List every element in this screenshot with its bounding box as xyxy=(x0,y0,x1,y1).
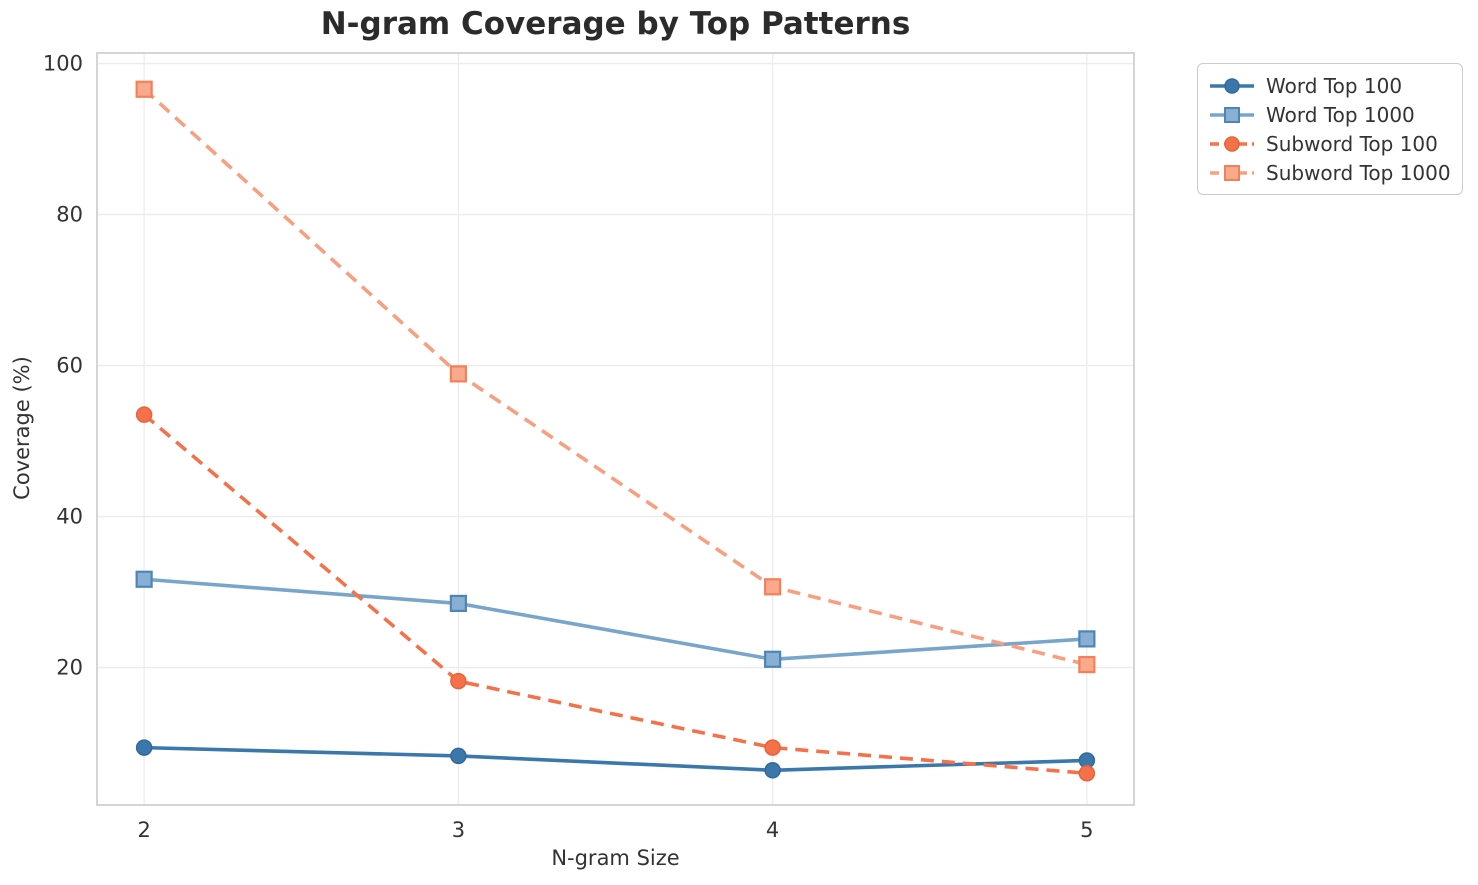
legend-item-subword-top-1000: Subword Top 1000 xyxy=(1208,158,1452,187)
series-subword-top-100 xyxy=(135,406,1096,782)
x-tick-label: 4 xyxy=(766,818,779,842)
data-point-marker xyxy=(135,570,153,588)
y-tick-label: 100 xyxy=(43,52,83,76)
legend-sample-subword-top-1000 xyxy=(1210,164,1254,181)
data-point-marker xyxy=(1078,655,1096,674)
y-tick-label: 40 xyxy=(56,505,83,529)
data-point-marker xyxy=(449,365,467,383)
legend-label: Word Top 100 xyxy=(1266,73,1403,98)
plot-background xyxy=(97,53,1134,805)
data-point-marker xyxy=(135,80,153,98)
chart-title: N-gram Coverage by Top Patterns xyxy=(320,6,911,42)
x-tick-label: 3 xyxy=(452,818,465,842)
series-subword-top-1000 xyxy=(135,80,1096,674)
series-word-top-1000 xyxy=(135,570,1096,668)
data-point-marker xyxy=(1078,630,1096,648)
data-point-marker xyxy=(450,672,467,690)
data-point-marker xyxy=(449,594,467,613)
legend-item-subword-top-100: Subword Top 100 xyxy=(1208,129,1452,158)
legend-sample-word-top-1000 xyxy=(1210,106,1254,123)
legend-item-word-top-100: Word Top 100 xyxy=(1208,71,1452,100)
data-point-marker xyxy=(764,578,782,596)
legend-label: Word Top 1000 xyxy=(1266,102,1415,127)
legend-sample-subword-top-100 xyxy=(1210,135,1254,152)
plot-border xyxy=(96,52,1135,806)
data-point-marker xyxy=(450,747,467,765)
data-point-marker xyxy=(1078,765,1096,782)
y-tick-label: 20 xyxy=(56,656,83,680)
data-point-marker xyxy=(764,762,781,779)
y-tick-label: 60 xyxy=(56,354,83,378)
x-tick-label: 5 xyxy=(1080,818,1093,842)
legend-item-word-top-1000: Word Top 1000 xyxy=(1208,100,1452,129)
x-axis-label: N-gram Size xyxy=(551,846,680,870)
series-word-top-100 xyxy=(135,739,1096,779)
x-tick-label: 2 xyxy=(137,818,150,842)
data-point-marker xyxy=(764,650,782,668)
legend-label: Subword Top 100 xyxy=(1266,131,1438,156)
y-tick-label: 80 xyxy=(56,203,83,227)
y-axis-label: Coverage (%) xyxy=(10,356,34,500)
data-point-marker xyxy=(135,406,153,423)
grid xyxy=(97,53,1134,805)
data-point-marker xyxy=(764,739,781,756)
legend-sample-word-top-100 xyxy=(1210,77,1254,94)
data-point-marker xyxy=(135,739,153,756)
legend-label: Subword Top 1000 xyxy=(1266,160,1451,185)
legend: Word Top 100 Word Top 1000 Subword Top 1… xyxy=(1197,63,1463,195)
